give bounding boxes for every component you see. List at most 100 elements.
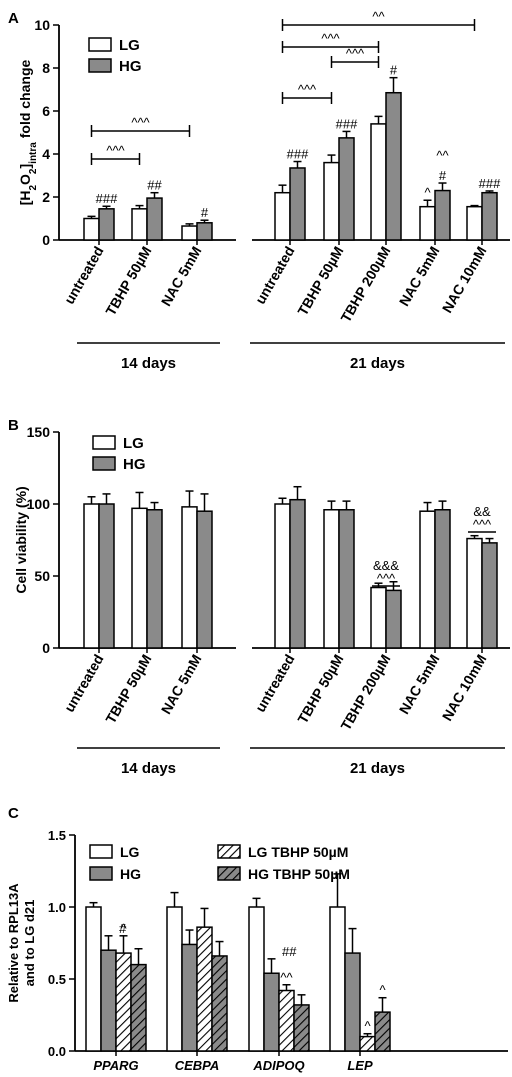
bar-LG [274,191,291,241]
comparison-label: ^^ [372,9,385,24]
bar-HG [481,542,498,649]
bar-HG [289,498,306,649]
x-tick-label: untreated [61,244,107,307]
bar-LG [166,906,183,1052]
bar-HG [434,509,451,649]
bar-HG [289,167,306,241]
bar-HG [98,503,115,649]
significance-label: ^^^ [377,571,396,586]
y-tick-label: 0 [42,640,50,656]
bar-HG [344,952,361,1052]
legend-label: LG TBHP 50µM [248,844,348,860]
significance-label: ^ [424,185,431,200]
bar-LG [323,509,340,649]
x-tick-label: TBHP 50µM [294,652,346,727]
legend-swatch [88,58,112,73]
bar-LG-TBHP-50µM [115,952,132,1052]
bar-LG [466,537,483,649]
significance-label: ## [147,178,162,193]
significance-label: # [439,168,447,183]
y-tick-label: 10 [34,17,50,33]
legend-swatch [89,866,113,881]
bar-LG [131,507,148,649]
y-axis-label-part: 2 [28,168,39,174]
x-tick-label: LEP [347,1058,373,1073]
legend-label: HG [119,58,142,75]
group-label: 21 days [350,355,405,372]
panel-c-chart: 0.0 0.5 1.0 1.5 C Relative to RPL13Aand to LG… [6,805,508,1073]
y-axis-label-part: 2 [28,185,39,191]
bar-HG-TBHP-50µM [293,1004,310,1052]
bar-HG [385,589,402,649]
y-tick-label: 1.0 [48,900,66,915]
bar-HG-TBHP-50µM [374,1011,391,1052]
legend-label: HG [120,866,141,882]
bar-LG [323,161,340,241]
significance-label: ### [96,191,118,206]
y-tick-label: 1.5 [48,828,66,843]
x-tick-label: CEBPA [175,1058,220,1073]
legend-label: LG [123,435,144,452]
comparison-label: ^^^ [106,143,125,158]
y-tick-label: 8 [42,60,50,76]
y-axis-label: Relative to RPL13Aand to LG d21 [6,883,37,1003]
bar-HG [385,91,402,241]
panel-label: C [8,805,19,822]
y-axis-label-part: fold change [17,59,33,142]
significance-label: # [201,205,209,220]
bar-LG [419,205,436,241]
group-label: 14 days [121,355,176,372]
y-tick-label: 150 [27,424,51,440]
legend-swatch [92,435,116,450]
x-tick-label: untreated [61,652,107,715]
bar-HG [263,972,280,1052]
significance-label: ### [479,176,501,191]
panel-b-chart: 0 50 100 150 B Cell viability (%) LG HG untreate… [8,417,510,777]
bar-LG [83,503,100,649]
legend-swatch [217,866,241,881]
significance-label: ^ [379,983,386,998]
x-tick-label: TBHP 50µM [102,652,154,727]
bar-HG-TBHP-50µM [130,963,147,1052]
y-tick-label: 50 [34,568,50,584]
bar-LG [419,510,436,649]
y-tick-label: 6 [42,103,50,119]
significance-label: ^^^ [473,517,492,532]
x-tick-label: TBHP 200µM [337,652,393,733]
bar-HG [146,197,163,241]
legend-swatch [89,844,113,859]
bar-LG [85,906,102,1052]
bar-LG-TBHP-50µM [359,1035,376,1052]
bar-LG [466,205,483,241]
significance-label: ^ [120,921,127,936]
legend-label: HG TBHP 50µM [248,866,350,882]
x-tick-label: NAC 5mM [158,652,205,717]
bar-HG [146,509,163,649]
bar-HG [196,510,213,649]
significance-label: && [473,504,491,519]
bar-LG [83,217,100,241]
comparison-label: ^^^ [298,82,317,97]
group-label: 14 days [121,760,176,777]
x-tick-label: NAC 10mM [439,652,490,724]
y-axis-label: [H2O2]intra fold change [17,59,39,205]
x-tick-label: untreated [252,244,298,307]
group-label: 21 days [350,760,405,777]
x-tick-label: TBHP 50µM [294,244,346,319]
bar-HG [181,943,198,1052]
x-tick-label: ADIPOQ [252,1058,304,1073]
bar-HG [481,191,498,241]
legend-label: LG [119,37,140,54]
x-tick-label: NAC 5mM [396,244,443,309]
y-tick-label: 0.0 [48,1044,66,1059]
comparison-label: ^^^ [321,31,340,46]
y-axis-label-line: and to LG d21 [22,900,37,987]
y-axis-label: Cell viability (%) [13,486,29,593]
bar-HG-TBHP-50µM [211,955,228,1052]
y-tick-label: 100 [27,496,51,512]
significance-label: ### [336,116,358,131]
x-tick-label: TBHP 200µM [337,244,393,325]
comparison-label: ^^^ [346,46,365,61]
